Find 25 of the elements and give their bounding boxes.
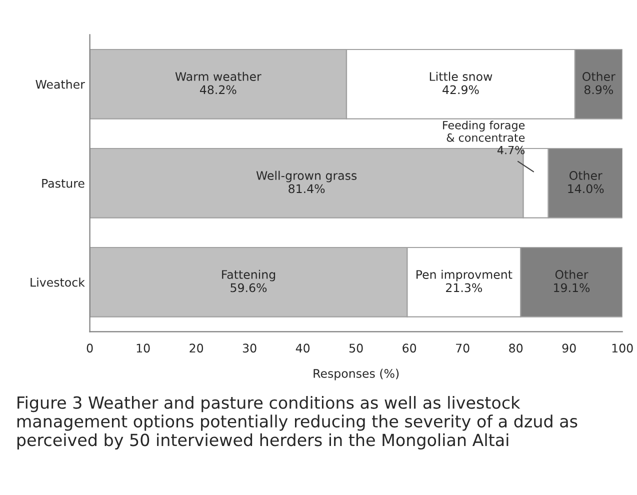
x-tick-label: 0 (86, 344, 93, 353)
data-label: Feeding forage & concentrate 4.7% (443, 120, 525, 154)
data-label: Well-grown grass 81.4% (256, 170, 357, 194)
data-label: Pen improvment 21.3% (416, 270, 512, 292)
data-label: Little snow 42.9% (430, 72, 492, 94)
data-label: Other 19.1% (554, 270, 590, 292)
data-label: Warm weather 48.2% (175, 72, 262, 94)
x-tick-label: 10 (136, 344, 150, 353)
x-tick-label: 40 (296, 344, 310, 353)
x-tick-label: 100 (612, 344, 633, 353)
x-tick-label: 60 (402, 344, 416, 353)
x-tick-label: 90 (562, 344, 576, 353)
x-tick-label: 20 (190, 344, 204, 353)
x-axis-title: Responses (%) (314, 368, 399, 380)
x-tick-label: 50 (349, 344, 363, 353)
y-tick-label: Pasture (42, 179, 84, 188)
x-tick-label: 70 (456, 344, 470, 353)
x-tick-label: 30 (242, 344, 256, 353)
y-tick-label: Livestock (30, 278, 85, 287)
data-label: Other 8.9% (582, 72, 616, 94)
data-label: Fattening 59.6% (222, 270, 276, 292)
x-tick-label: 80 (509, 344, 523, 353)
y-tick-label: Weather (36, 80, 85, 89)
data-label: Other 14.0% (568, 170, 604, 194)
caption: Figure 3 Weather and pasture conditions as well as livestock management options potentially reducing the severity of a dzud as perceived by 50 interviewed herders in the Mongolian Altai (17, 396, 578, 450)
